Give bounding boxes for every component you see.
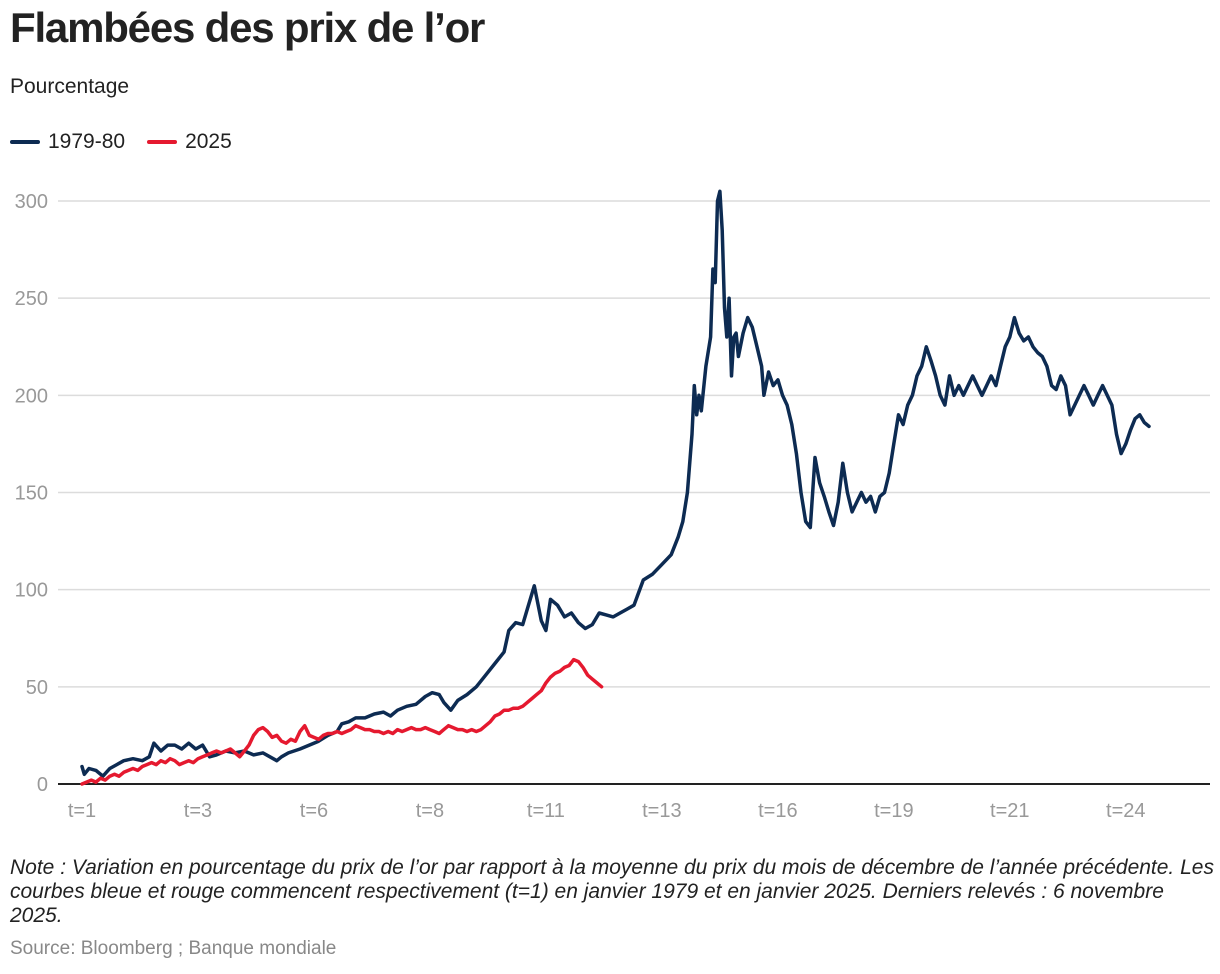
legend: 1979-80 2025 [10, 130, 254, 154]
y-tick-label-200: 200 [15, 385, 48, 407]
chart-source: Source: Bloomberg ; Banque mondiale [10, 938, 337, 959]
y-tick-label-150: 150 [15, 483, 48, 505]
y-tick-label-50: 50 [26, 677, 48, 699]
y-tick-label-100: 100 [15, 580, 48, 602]
x-axis-ticks: t=1 t=3 t=6 t=8 t=11 t=13 t=16 t=19 t=21 t=24 [68, 800, 1146, 822]
series-line-2025 [80, 657, 604, 786]
legend-swatch-red [147, 140, 178, 144]
x-tick-label-t16: t=16 [758, 800, 797, 822]
grid-layer [58, 200, 1210, 785]
series-layer [80, 189, 1151, 786]
chart-title: Flambées des prix de l’or [10, 4, 485, 51]
x-tick-label-t11: t=11 [527, 800, 565, 822]
chart-subtitle: Pourcentage [10, 75, 130, 98]
legend-label-1979-80: 1979-80 [48, 130, 126, 153]
legend-label-2025: 2025 [185, 130, 232, 153]
x-tick-label-t19: t=19 [874, 800, 913, 822]
x-tick-label-t24: t=24 [1106, 800, 1145, 822]
legend-item-2025: 2025 [147, 130, 232, 154]
y-tick-label-250: 250 [15, 288, 48, 310]
y-tick-label-0: 0 [37, 774, 48, 796]
x-tick-label-t6: t=6 [300, 800, 328, 822]
y-tick-label-300: 300 [15, 191, 48, 213]
x-tick-label-t1: t=1 [68, 800, 96, 822]
chart-note: Note : Variation en pourcentage du prix … [10, 856, 1214, 927]
legend-item-1979-80: 1979-80 [10, 130, 125, 154]
y-axis-ticks: 0 50 100 150 200 250 300 [15, 191, 48, 796]
series-line-1979-80 [80, 189, 1151, 778]
x-tick-label-t8: t=8 [416, 800, 444, 822]
legend-swatch-navy [10, 140, 40, 144]
x-tick-label-t13: t=13 [642, 800, 681, 822]
x-tick-label-t3: t=3 [184, 800, 212, 822]
x-tick-label-t21: t=21 [990, 800, 1029, 822]
